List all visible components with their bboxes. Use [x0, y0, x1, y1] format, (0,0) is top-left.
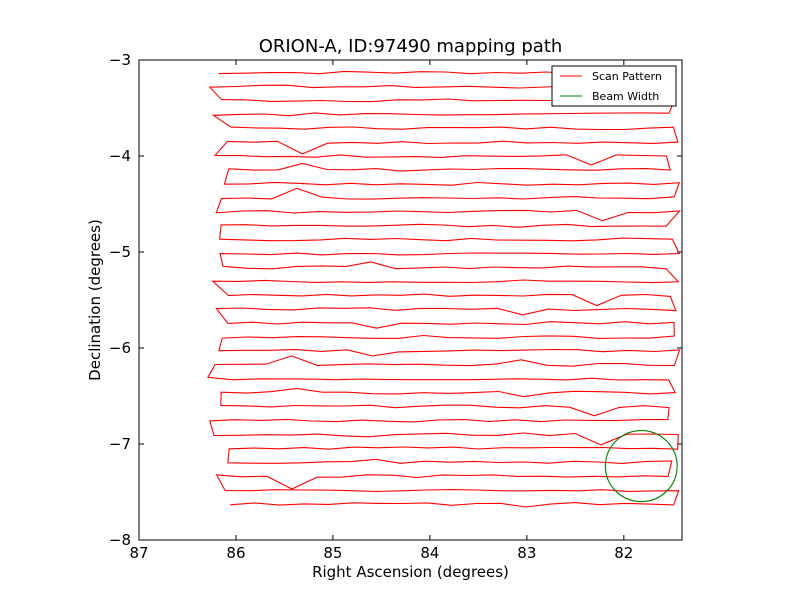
legend-label: Scan Pattern	[592, 70, 662, 83]
x-tick-label: 87	[129, 544, 148, 562]
plot-area	[138, 59, 683, 541]
legend: Scan Pattern Beam Width	[551, 65, 677, 107]
y-tick-label: −4	[109, 147, 131, 165]
series-layer	[207, 70, 681, 508]
y-tick-label: −5	[109, 243, 131, 261]
legend-box	[551, 65, 677, 107]
x-tick-label: 86	[226, 544, 245, 562]
y-axis-label: Declination (degrees)	[86, 219, 104, 381]
x-tick-label: 83	[517, 544, 536, 562]
legend-label: Beam Width	[592, 90, 659, 103]
beam-width-circle	[604, 430, 678, 503]
y-tick-label: −7	[109, 435, 131, 453]
y-tick-label: −6	[109, 339, 131, 357]
x-tick-label: 85	[323, 544, 342, 562]
y-tick-label: −8	[109, 531, 131, 549]
chart-title: ORION-A, ID:97490 mapping path	[259, 36, 563, 57]
scan-pattern-line	[207, 70, 681, 508]
y-axis: −3 −4 −5 −6 −7 −8	[109, 51, 682, 549]
x-axis: 87 86 85 84 83 82	[129, 60, 633, 562]
x-tick-label: 84	[420, 544, 439, 562]
x-axis-label: Right Ascension (degrees)	[312, 563, 509, 581]
y-tick-label: −3	[109, 51, 131, 69]
x-tick-label: 82	[614, 544, 633, 562]
